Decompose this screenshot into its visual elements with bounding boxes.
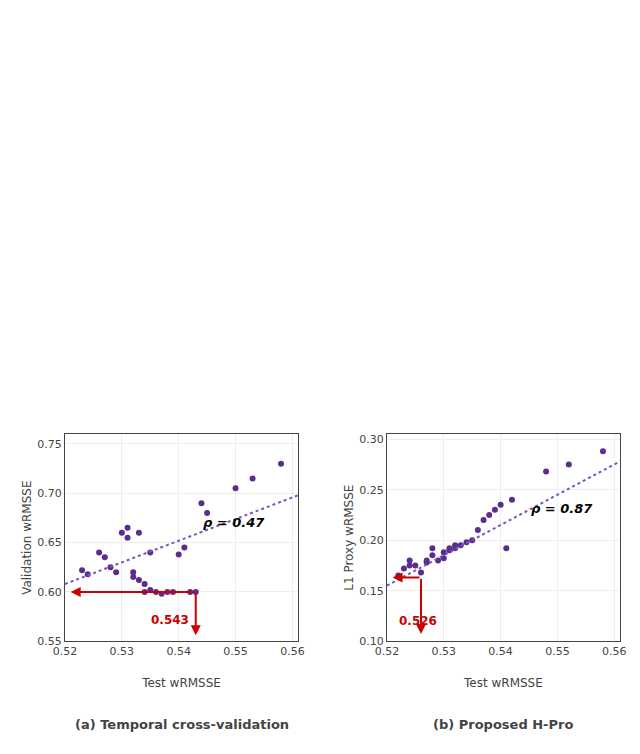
svg-text:0.75: 0.75: [37, 438, 62, 451]
svg-text:0.55: 0.55: [223, 645, 248, 658]
svg-text:0.53: 0.53: [110, 645, 135, 658]
svg-text:ρ = 0.87: ρ = 0.87: [531, 501, 593, 516]
svg-text:(a) Temporal cross-validation: (a) Temporal cross-validation: [75, 717, 289, 732]
svg-text:0.25: 0.25: [359, 484, 384, 497]
svg-text:0.65: 0.65: [37, 536, 62, 549]
svg-text:0.56: 0.56: [602, 645, 627, 658]
svg-text:Test wRMSSE: Test wRMSSE: [463, 676, 543, 690]
svg-text:0.53: 0.53: [432, 645, 457, 658]
svg-text:0.15: 0.15: [359, 585, 384, 598]
svg-text:(b) Proposed H-Pro: (b) Proposed H-Pro: [433, 717, 573, 732]
svg-text:0.54: 0.54: [166, 645, 191, 658]
svg-text:0.30: 0.30: [359, 433, 384, 446]
svg-text:0.60: 0.60: [37, 586, 62, 599]
svg-text:0.55: 0.55: [545, 645, 570, 658]
svg-text:0.20: 0.20: [359, 534, 384, 547]
svg-text:0.55: 0.55: [37, 635, 62, 648]
svg-text:L1 Proxy wRMSSE: L1 Proxy wRMSSE: [342, 485, 356, 591]
svg-text:0.70: 0.70: [37, 487, 62, 500]
svg-text:0.54: 0.54: [488, 645, 513, 658]
svg-text:0.56: 0.56: [280, 645, 305, 658]
svg-text:Test wRMSSE: Test wRMSSE: [141, 676, 221, 690]
svg-text:0.526: 0.526: [399, 614, 437, 628]
svg-text:0.543: 0.543: [151, 613, 189, 627]
svg-text:0.10: 0.10: [359, 635, 384, 648]
svg-text:0.52: 0.52: [53, 645, 78, 658]
svg-text:0.52: 0.52: [375, 645, 400, 658]
svg-text:Validation wRMSSE: Validation wRMSSE: [20, 480, 34, 594]
svg-text:ρ = 0.47: ρ = 0.47: [203, 515, 265, 530]
